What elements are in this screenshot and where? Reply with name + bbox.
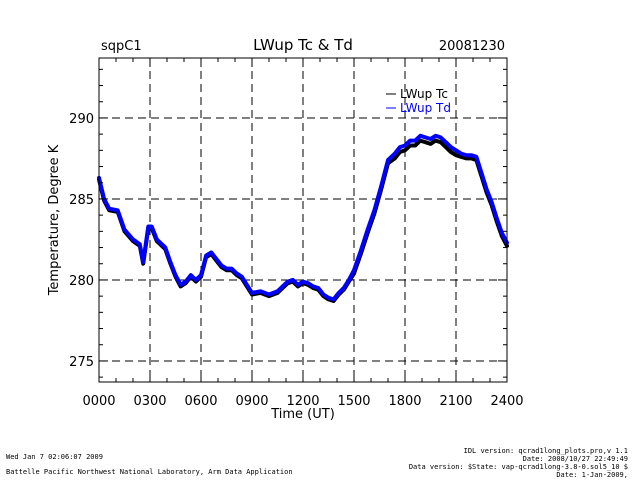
y-tick-label: 285: [69, 193, 94, 208]
site-label: sqpC1: [101, 39, 142, 54]
grid: [99, 58, 507, 382]
footer-version-line: Date: 2008/10/27 22:49:49: [522, 455, 628, 463]
y-axis-label: Temperature, Degree K: [47, 144, 62, 296]
date-label: 20081230: [439, 39, 505, 54]
y-tick-label: 290: [69, 112, 94, 127]
footer-credit: Battelle Pacific Northwest National Labo…: [6, 468, 293, 476]
tick-labels: 0000 0300 0600 0900 1200 1500 1800 2100 2400 275 2…: [69, 112, 523, 409]
axis-ticks: [98, 58, 508, 382]
x-tick-label: 1800: [388, 394, 421, 409]
series-lines: [97, 133, 509, 303]
y-tick-label: 280: [69, 274, 94, 289]
x-tick-label: 1500: [337, 394, 370, 409]
x-tick-label: 2100: [439, 394, 472, 409]
footer-version-line: Data version: $State: vap-qcrad1long-3.8…: [408, 463, 628, 471]
x-tick-label: 0600: [184, 394, 217, 409]
x-tick-label: 0300: [133, 394, 166, 409]
footer-version-line: Date: 1-Jan-2009,: [556, 471, 628, 479]
x-tick-label: 0900: [235, 394, 268, 409]
series-line-lwup-td: [97, 133, 509, 302]
x-axis-label: Time (UT): [270, 407, 335, 422]
legend-label: LWup Td: [400, 101, 451, 115]
footer-timestamp: Wed Jan 7 02:06:07 2009: [6, 453, 103, 461]
chart-title: LWup Tc & Td: [253, 36, 353, 54]
footer-version-line: IDL version: qcrad1long_plots.pro,v 1.1: [463, 447, 628, 455]
x-tick-label: 0000: [82, 394, 115, 409]
y-tick-label: 275: [69, 355, 94, 370]
x-tick-label: 1200: [286, 394, 319, 409]
legend-label: LWup Tc: [400, 87, 448, 101]
x-tick-label: 2400: [490, 394, 523, 409]
footer-version-info: IDL version: qcrad1long_plots.pro,v 1.1 …: [409, 447, 628, 479]
